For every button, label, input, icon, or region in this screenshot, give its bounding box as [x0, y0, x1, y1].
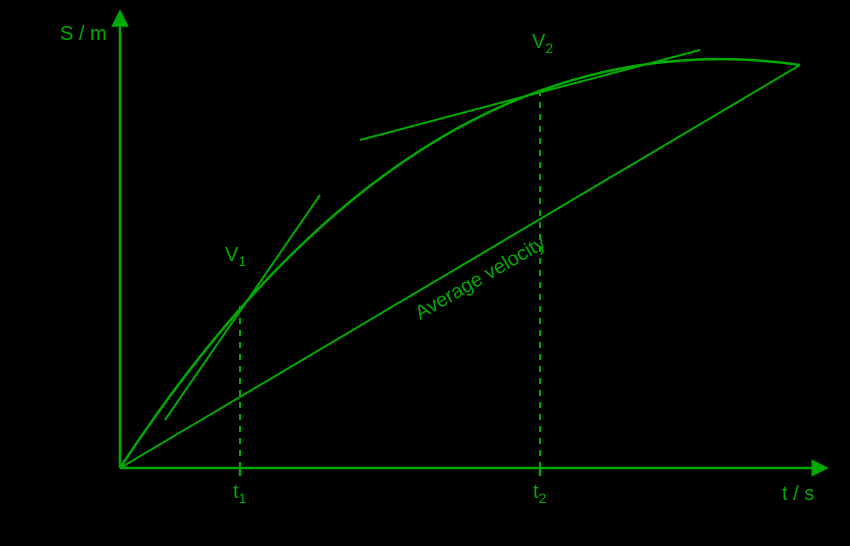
- label-v2: V2: [532, 31, 553, 56]
- x-axis-label: t / s: [782, 483, 814, 505]
- tick-label-t2: t2: [533, 481, 547, 506]
- average-velocity-label: Average velocity: [412, 232, 550, 324]
- y-axis-label: S / m: [60, 23, 107, 45]
- label-v1: V1: [225, 244, 246, 269]
- tick-label-t1: t1: [233, 481, 247, 506]
- tangent-v1: [165, 195, 320, 420]
- tangent-v2: [360, 50, 700, 140]
